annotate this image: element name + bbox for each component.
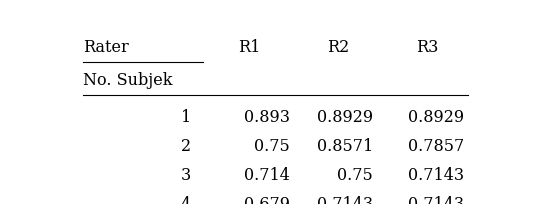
Text: R1: R1	[238, 39, 260, 56]
Text: 0.7143: 0.7143	[408, 167, 464, 184]
Text: 0.8929: 0.8929	[408, 109, 464, 126]
Text: 0.7143: 0.7143	[317, 196, 373, 204]
Text: 0.893: 0.893	[244, 109, 290, 126]
Text: 0.8929: 0.8929	[317, 109, 373, 126]
Text: 4: 4	[181, 196, 191, 204]
Text: 0.75: 0.75	[337, 167, 373, 184]
Text: 0.75: 0.75	[255, 138, 290, 155]
Text: 0.8571: 0.8571	[317, 138, 373, 155]
Text: 0.7143: 0.7143	[408, 196, 464, 204]
Text: 0.7857: 0.7857	[408, 138, 464, 155]
Text: 3: 3	[180, 167, 191, 184]
Text: No. Subjek: No. Subjek	[83, 72, 173, 89]
Text: Rater: Rater	[83, 39, 129, 56]
Text: 1: 1	[180, 109, 191, 126]
Text: 0.679: 0.679	[244, 196, 290, 204]
Text: R2: R2	[327, 39, 349, 56]
Text: 2: 2	[181, 138, 191, 155]
Text: 0.714: 0.714	[245, 167, 290, 184]
Text: R3: R3	[415, 39, 438, 56]
